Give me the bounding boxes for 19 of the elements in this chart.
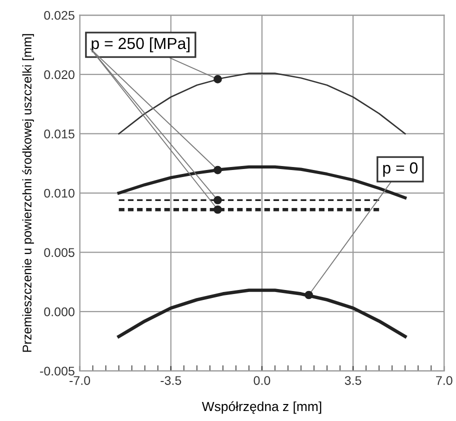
y-tick-label: 0.005 <box>44 248 74 257</box>
x-tick-label: -3.5 <box>160 376 182 385</box>
y-tick-label: 0.015 <box>44 130 74 138</box>
annotation: p = 0 <box>383 162 418 177</box>
y-tick-label: 0.020 <box>44 70 74 80</box>
line-series <box>117 288 407 338</box>
x-tick-label: 7.0 <box>436 376 452 385</box>
line-series <box>117 165 407 200</box>
line-series <box>118 72 406 134</box>
x-tick-label: 3.5 <box>344 376 362 385</box>
y-tick-label: -0.005 <box>40 366 74 376</box>
y-axis-title: Przemieszczenie u powierzchni środkowej uszczelki [mm] <box>22 34 34 352</box>
annotation: p = 250 [MPa] <box>92 37 190 52</box>
x-axis-title: Współrzędna z [mm] <box>202 401 322 414</box>
y-tick-label: 0.025 <box>44 10 74 20</box>
y-tick-label: 0.000 <box>44 307 74 316</box>
x-tick-label: -7.0 <box>70 376 90 385</box>
y-tick-label: 0.010 <box>44 188 74 198</box>
x-tick-label: 0.0 <box>254 376 270 385</box>
